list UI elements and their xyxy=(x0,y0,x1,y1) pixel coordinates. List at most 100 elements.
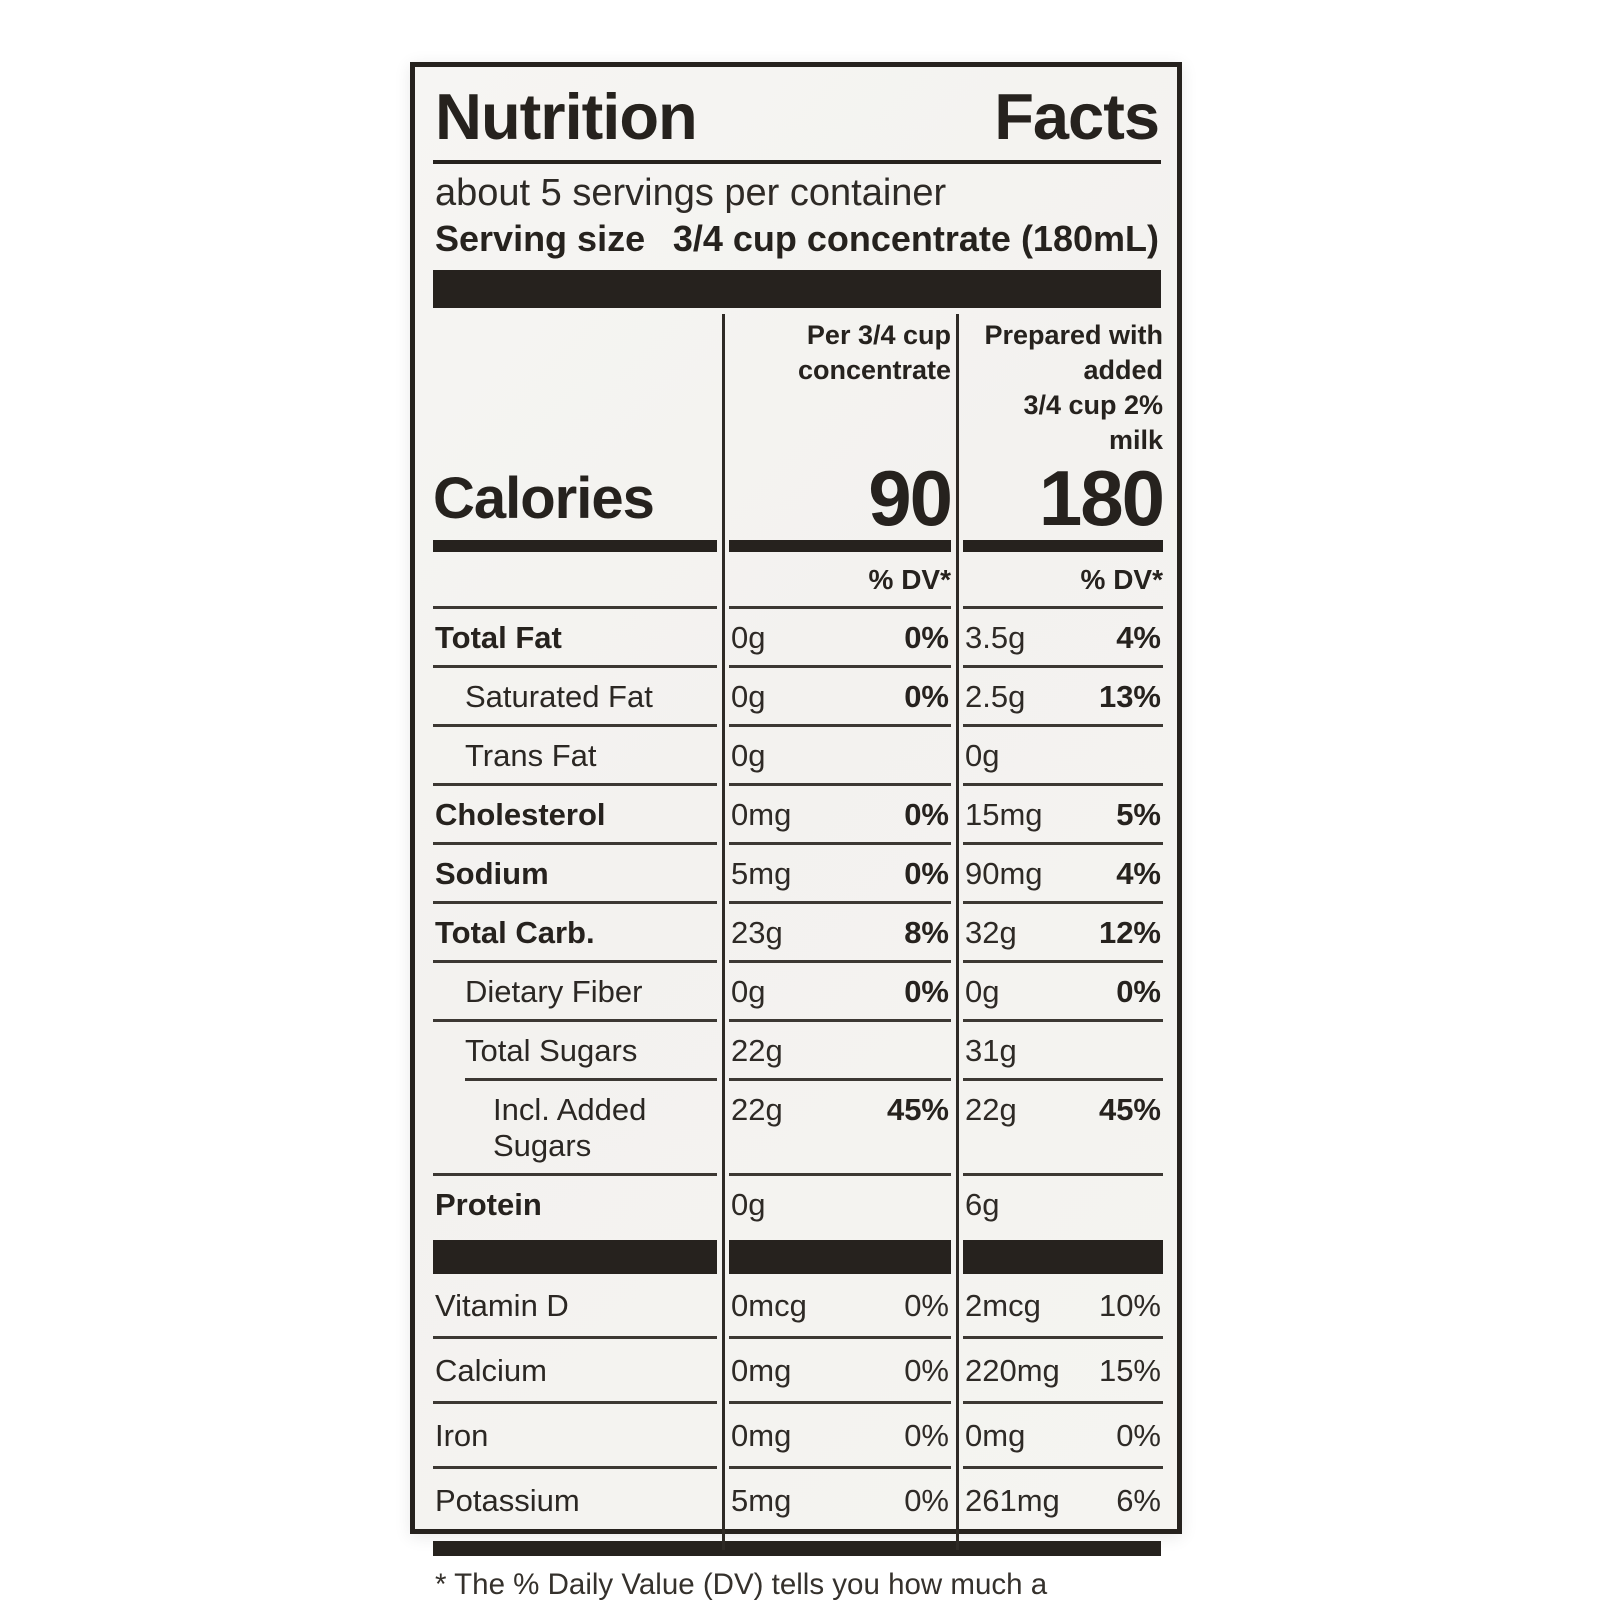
daily-value: 12% xyxy=(1098,915,1161,950)
section-bar-top xyxy=(433,270,1161,308)
calories-value-concentrate: 90 xyxy=(729,458,953,552)
amount: 5mg xyxy=(731,856,792,891)
value-cell-prepared: 22g 45% xyxy=(963,1081,1163,1176)
nutrient-name: Total Sugars xyxy=(433,1022,717,1081)
daily-value: 0% xyxy=(904,856,949,891)
section-bar-bottom xyxy=(433,1541,1161,1556)
nutrient-name: Calcium xyxy=(433,1339,717,1404)
daily-value: 13% xyxy=(1098,679,1161,714)
daily-value: 15% xyxy=(1098,1353,1161,1388)
daily-value: 10% xyxy=(1098,1288,1161,1323)
value-cell-concentrate: 0g xyxy=(729,1176,951,1232)
amount: 0mg xyxy=(965,1418,1026,1453)
column-divider-1 xyxy=(722,314,725,1550)
value-cell-concentrate: 0mg 0% xyxy=(729,1404,951,1469)
column-header-line: Prepared with added xyxy=(984,320,1163,385)
nutrient-row: Trans Fat 0g 0g xyxy=(433,727,1163,786)
daily-value: 0% xyxy=(904,620,949,655)
value-cell-concentrate: 0g xyxy=(729,727,951,786)
amount: 22g xyxy=(731,1033,783,1068)
calories-label: Calories xyxy=(433,458,717,552)
nutrient-row: Cholesterol 0mg 0% 15mg 5% xyxy=(433,786,1163,845)
nutrient-name: Saturated Fat xyxy=(433,668,717,727)
nutrient-name: Total Carb. xyxy=(433,904,717,963)
amount: 6g xyxy=(965,1187,1000,1222)
calories-value-prepared: 180 xyxy=(963,458,1165,552)
nutrient-name: Trans Fat xyxy=(433,727,717,786)
nutrition-facts-label: Nutrition Facts about 5 servings per con… xyxy=(410,62,1182,1600)
column-header-spacer xyxy=(433,310,717,458)
amount: 0g xyxy=(965,738,1000,773)
daily-value: 5% xyxy=(1116,797,1161,832)
nutrient-row: Saturated Fat 0g 0% 2.5g 13% xyxy=(433,668,1163,727)
value-cell-prepared: 0g 0% xyxy=(963,963,1163,1022)
amount: 2mcg xyxy=(965,1288,1041,1323)
value-cell-concentrate: 0mg 0% xyxy=(729,1339,951,1404)
nutrient-row: Protein 0g 6g xyxy=(433,1176,1161,1232)
vit-row: Calcium 0mg 0% 220mg 15% xyxy=(433,1339,1163,1404)
nutrient-row: Incl. Added Sugars 22g 45% 22g 45% xyxy=(433,1081,1163,1176)
daily-value: 4% xyxy=(1116,856,1161,891)
amount: 5mg xyxy=(731,1483,792,1518)
column-header-line: concentrate xyxy=(797,355,951,385)
column-header-row: Per 3/4 cup concentrate Prepared with ad… xyxy=(433,310,1163,458)
daily-value: 0% xyxy=(904,679,949,714)
daily-value: 45% xyxy=(886,1092,949,1127)
value-cell-prepared: 90mg 4% xyxy=(963,845,1163,904)
daily-value: 4% xyxy=(1116,620,1161,655)
title-word-facts: Facts xyxy=(994,80,1160,153)
footnote-asterisk: * xyxy=(435,1568,447,1600)
value-cell-prepared: 220mg 15% xyxy=(963,1339,1163,1404)
value-cell-prepared: 6g xyxy=(963,1176,1163,1232)
serving-size-row: Serving size 3/4 cup concentrate (180mL) xyxy=(433,218,1161,270)
column-header-concentrate: Per 3/4 cup concentrate xyxy=(729,310,951,458)
daily-value: 8% xyxy=(904,915,949,950)
value-cell-concentrate: 0mcg 0% xyxy=(729,1274,951,1339)
amount: 0g xyxy=(965,974,1000,1009)
nutrient-name: Vitamin D xyxy=(433,1274,717,1339)
nutrient-name: Potassium xyxy=(435,1483,580,1518)
column-header-prepared: Prepared with added 3/4 cup 2% milk xyxy=(963,310,1163,458)
amount: 32g xyxy=(965,915,1017,950)
dv-footnote: * The % Daily Value (DV) tells you how m… xyxy=(433,1556,1157,1600)
value-cell-prepared: 15mg 5% xyxy=(963,786,1163,845)
amount: 90mg xyxy=(965,856,1043,891)
amount: 3.5g xyxy=(965,620,1026,655)
value-cell-concentrate: 22g xyxy=(729,1022,951,1081)
amount: 2.5g xyxy=(965,679,1026,714)
value-cell-prepared: 2.5g 13% xyxy=(963,668,1163,727)
value-cell-prepared: 2mcg 10% xyxy=(963,1274,1163,1339)
footnote-text: The % Daily Value (DV) tells you how muc… xyxy=(454,1568,1048,1600)
column-header-line: 3/4 cup 2% milk xyxy=(1023,390,1163,455)
nutrient-name: Dietary Fiber xyxy=(433,963,717,1022)
daily-value: 0% xyxy=(904,1483,949,1518)
segmented-bar-row xyxy=(433,1240,1163,1274)
value-cell-prepared: 261mg 6% xyxy=(963,1469,1163,1531)
daily-value: 0% xyxy=(904,1288,949,1323)
nutrient-name: Iron xyxy=(433,1404,717,1469)
amount: 0g xyxy=(731,1187,766,1222)
daily-value: 0% xyxy=(904,1353,949,1388)
amount: 261mg xyxy=(965,1483,1060,1518)
vit-row: Potassium 5mg 0% 261mg 6% xyxy=(433,1469,1161,1531)
value-cell-concentrate: 22g 45% xyxy=(729,1081,951,1176)
nutrition-table: Per 3/4 cup concentrate Prepared with ad… xyxy=(433,310,1165,1556)
amount: 0g xyxy=(731,679,766,714)
nutrient-row: Total Carb. 23g 8% 32g 12% xyxy=(433,904,1163,963)
nutrient-row: Total Fat 0g 0% 3.5g 4% xyxy=(433,609,1163,668)
value-cell-concentrate: 23g 8% xyxy=(729,904,951,963)
dv-header-spacer xyxy=(433,552,717,609)
daily-value: 0% xyxy=(904,974,949,1009)
vitamin-rows: Vitamin D 0mcg 0% 2mcg 10% Calcium 0mg 0% 220mg 1… xyxy=(433,1274,1163,1531)
nutrient-name: Total Fat xyxy=(433,609,717,668)
value-cell-prepared: 32g 12% xyxy=(963,904,1163,963)
vit-row: Vitamin D 0mcg 0% 2mcg 10% xyxy=(433,1274,1163,1339)
value-cell-concentrate: 5mg 0% xyxy=(729,1469,951,1531)
amount: 0mg xyxy=(731,797,792,832)
amount: 0mg xyxy=(731,1418,792,1453)
serving-size-label: Serving size xyxy=(435,218,646,259)
value-cell-concentrate: 5mg 0% xyxy=(729,845,951,904)
amount: 0mcg xyxy=(731,1288,807,1323)
value-cell-prepared: 31g xyxy=(963,1022,1163,1081)
value-cell-prepared: 0g xyxy=(963,727,1163,786)
